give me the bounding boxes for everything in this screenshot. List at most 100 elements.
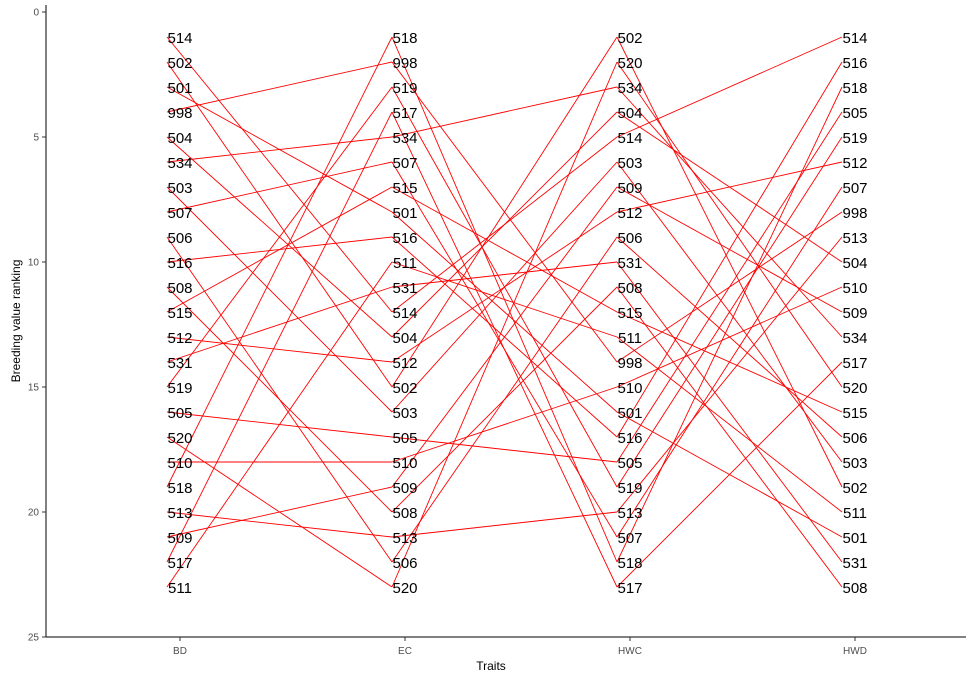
- rank-label-BD-506: 506: [167, 230, 192, 247]
- rank-line-520-EC-HWC: [391, 61, 618, 588]
- rank-label-EC-513: 513: [392, 530, 417, 547]
- rank-line-504-EC-HWC: [391, 111, 618, 338]
- rank-line-513-BD-EC: [166, 511, 393, 538]
- x-tick-label-HWD: HWD: [843, 646, 867, 657]
- rank-label-HWC-505: 505: [617, 455, 642, 472]
- rank-line-518-HWC-HWD: [616, 86, 843, 563]
- x-axis-ticks: BD EC HWC HWD: [173, 637, 867, 657]
- rank-line-531-BD-EC: [166, 286, 393, 363]
- rank-label-HWD-504: 504: [842, 255, 867, 272]
- rank-line-507-BD-EC: [166, 161, 393, 213]
- rank-line-510-HWC-HWD: [616, 286, 843, 388]
- rank-label-EC-531: 531: [392, 280, 417, 297]
- rank-label-HWD-516: 516: [842, 55, 867, 72]
- rank-label-HWD-507: 507: [842, 180, 867, 197]
- rank-line-517-BD-EC: [166, 111, 393, 563]
- rank-line-503-BD-EC: [166, 186, 393, 413]
- rank-line-509-BD-EC: [166, 486, 393, 538]
- rank-label-HWC-517: 517: [617, 580, 642, 597]
- rank-label-EC-502: 502: [392, 380, 417, 397]
- rank-label-HWD-506: 506: [842, 430, 867, 447]
- rank-label-HWC-501: 501: [617, 405, 642, 422]
- rank-label-EC-506: 506: [392, 555, 417, 572]
- rank-label-HWC-504: 504: [617, 105, 642, 122]
- rank-line-515-EC-HWC: [391, 186, 618, 313]
- rank-label-BD-520: 520: [167, 430, 192, 447]
- rank-line-506-EC-HWC: [391, 236, 618, 563]
- rank-label-BD-502: 502: [167, 55, 192, 72]
- rank-label-BD-515: 515: [167, 305, 192, 322]
- rank-label-HWC-520: 520: [617, 55, 642, 72]
- rank-label-HWD-518: 518: [842, 80, 867, 97]
- rank-label-HWC-516: 516: [617, 430, 642, 447]
- rank-label-EC-512: 512: [392, 355, 417, 372]
- rank-line-534-EC-HWC: [391, 86, 618, 138]
- rank-label-BD-516: 516: [167, 255, 192, 272]
- rank-label-BD-507: 507: [167, 205, 192, 222]
- rank-label-EC-514: 514: [392, 305, 417, 322]
- rank-line-516-HWC-HWD: [616, 61, 843, 438]
- rank-line-501-EC-HWC: [391, 211, 618, 413]
- rank-label-EC-519: 519: [392, 80, 417, 97]
- rank-line-511-HWC-HWD: [616, 336, 843, 513]
- rank-label-HWD-519: 519: [842, 130, 867, 147]
- rank-label-BD-517: 517: [167, 555, 192, 572]
- rank-line-512-BD-EC: [166, 336, 393, 363]
- rank-label-BD-512: 512: [167, 330, 192, 347]
- rank-label-HWC-508: 508: [617, 280, 642, 297]
- rank-labels: 514 502 501 998 504 534 503 507 506 516 508 515 512 5…: [167, 30, 867, 597]
- rank-line-509-EC-HWC: [391, 186, 618, 488]
- rank-line-519-BD-EC: [166, 86, 393, 388]
- rank-line-503-EC-HWC: [391, 161, 618, 413]
- rank-label-HWC-502: 502: [617, 30, 642, 47]
- rank-label-HWD-512: 512: [842, 155, 867, 172]
- rank-label-HWD-510: 510: [842, 280, 867, 297]
- y-axis-ticks: 0 5 10 15 20 25: [28, 8, 46, 644]
- rank-label-HWC-515: 515: [617, 305, 642, 322]
- rank-label-EC-515: 515: [392, 180, 417, 197]
- rank-label-HWD-508: 508: [842, 580, 867, 597]
- rank-label-EC-503: 503: [392, 405, 417, 422]
- rank-line-507-HWC-HWD: [616, 186, 843, 538]
- rank-label-HWD-514: 514: [842, 30, 867, 47]
- rank-line-513-HWC-HWD: [616, 236, 843, 513]
- rank-line-502-BD-EC: [166, 61, 393, 388]
- y-axis-title: Breeding value ranking: [9, 260, 23, 383]
- rank-label-EC-509: 509: [392, 480, 417, 497]
- y-tick-label-0: 0: [33, 8, 39, 19]
- rank-label-HWD-502: 502: [842, 480, 867, 497]
- rank-line-502-HWC-HWD: [616, 36, 843, 488]
- rank-label-EC-517: 517: [392, 105, 417, 122]
- rank-label-EC-504: 504: [392, 330, 417, 347]
- rank-label-BD-514: 514: [167, 30, 192, 47]
- rank-label-EC-518: 518: [392, 30, 417, 47]
- rank-label-BD-518: 518: [167, 480, 192, 497]
- rank-label-HWD-509: 509: [842, 305, 867, 322]
- rank-label-HWD-511: 511: [843, 505, 867, 522]
- rank-line-534-HWC-HWD: [616, 86, 843, 338]
- rank-line-507-EC-HWC: [391, 161, 618, 538]
- rank-label-HWD-520: 520: [842, 380, 867, 397]
- rank-line-534-BD-EC: [166, 136, 393, 163]
- rank-label-EC-998: 998: [392, 55, 417, 72]
- rank-label-HWC-534: 534: [617, 80, 642, 97]
- rank-label-BD-519: 519: [167, 380, 192, 397]
- rank-line-518-BD-EC: [166, 36, 393, 488]
- rank-label-BD-511: 511: [168, 580, 192, 597]
- x-tick-label-BD: BD: [173, 646, 187, 657]
- rank-label-EC-511: 511: [393, 255, 417, 272]
- x-tick-label-EC: EC: [398, 646, 412, 657]
- rank-label-EC-520: 520: [392, 580, 417, 597]
- rank-label-BD-508: 508: [167, 280, 192, 297]
- rank-line-505-EC-HWC: [391, 436, 618, 463]
- rank-line-511-EC-HWC: [391, 261, 618, 338]
- rank-label-EC-505: 505: [392, 430, 417, 447]
- y-tick-label-25: 25: [28, 633, 40, 644]
- rank-label-HWC-512: 512: [617, 205, 642, 222]
- rank-label-HWC-506: 506: [617, 230, 642, 247]
- rank-label-EC-516: 516: [392, 230, 417, 247]
- rank-label-BD-513: 513: [167, 505, 192, 522]
- rank-label-HWC-518: 518: [617, 555, 642, 572]
- rank-label-BD-534: 534: [167, 155, 192, 172]
